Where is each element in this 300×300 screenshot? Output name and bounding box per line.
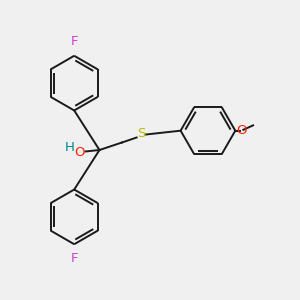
Text: H: H bbox=[65, 141, 75, 154]
Text: O: O bbox=[74, 146, 85, 159]
Text: S: S bbox=[137, 127, 145, 140]
Text: F: F bbox=[70, 252, 78, 265]
Text: F: F bbox=[70, 35, 78, 48]
Text: O: O bbox=[236, 124, 247, 136]
